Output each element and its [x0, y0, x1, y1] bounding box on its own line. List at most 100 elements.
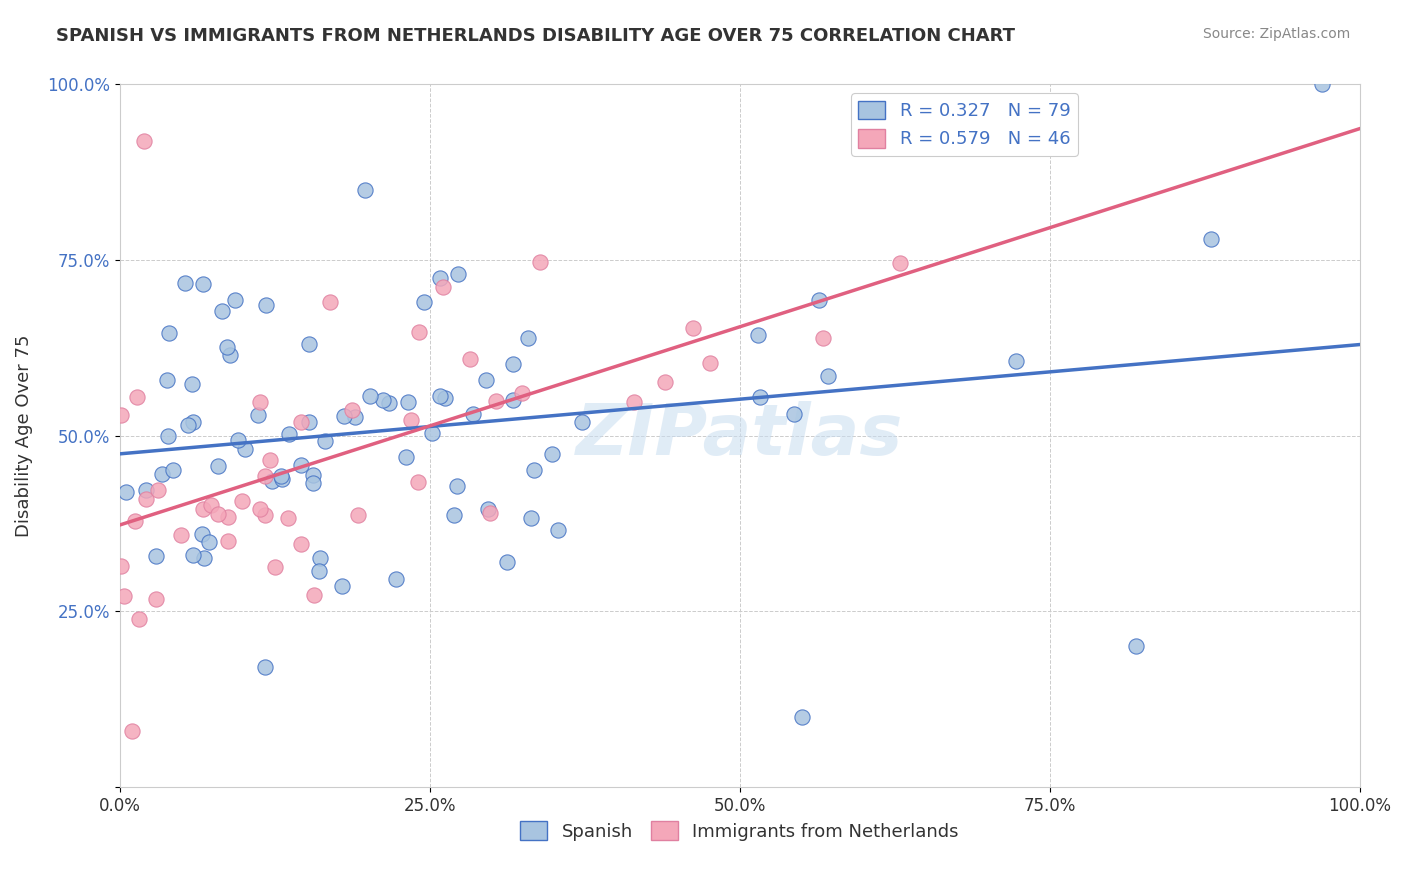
Point	[434, 391, 457, 405]
Point	[783, 408, 806, 422]
Point	[1005, 353, 1028, 368]
Point	[183, 548, 205, 562]
Point	[264, 559, 287, 574]
Point	[520, 511, 543, 525]
Point	[359, 389, 381, 403]
Point	[290, 458, 312, 472]
Point	[277, 511, 299, 525]
Point	[290, 415, 312, 429]
Point	[475, 373, 498, 387]
Point	[145, 549, 167, 563]
Point	[429, 271, 451, 285]
Point	[747, 327, 769, 342]
Point	[180, 376, 202, 391]
Point	[247, 408, 270, 422]
Point	[523, 463, 546, 477]
Point	[502, 357, 524, 371]
Point	[889, 256, 911, 270]
Point	[215, 340, 238, 354]
Point	[231, 494, 253, 508]
Point	[157, 428, 180, 442]
Point	[198, 535, 221, 549]
Point	[478, 507, 501, 521]
Point	[446, 478, 468, 492]
Point	[385, 572, 408, 586]
Point	[811, 331, 834, 345]
Point	[817, 368, 839, 383]
Point	[399, 413, 422, 427]
Point	[571, 415, 593, 429]
Point	[333, 409, 356, 424]
Point	[156, 373, 179, 387]
Point	[529, 255, 551, 269]
Point	[463, 407, 485, 421]
Point	[145, 592, 167, 607]
Point	[181, 415, 204, 429]
Point	[749, 391, 772, 405]
Point	[174, 276, 197, 290]
Point	[517, 330, 540, 344]
Point	[458, 351, 481, 366]
Point	[330, 579, 353, 593]
Point	[446, 267, 468, 281]
Point	[193, 551, 215, 566]
Point	[226, 433, 249, 447]
Point	[135, 483, 157, 497]
Point	[177, 418, 200, 433]
Point	[260, 474, 283, 488]
Point	[157, 326, 180, 340]
Point	[541, 446, 564, 460]
Point	[302, 467, 325, 482]
Point	[378, 396, 401, 410]
Point	[110, 409, 132, 423]
Point	[211, 304, 233, 318]
Point	[319, 295, 342, 310]
Point	[218, 349, 240, 363]
Point	[270, 468, 292, 483]
Point	[125, 390, 148, 404]
Point	[150, 467, 173, 482]
Point	[432, 280, 454, 294]
Point	[654, 376, 676, 390]
Point	[169, 527, 191, 541]
Point	[249, 395, 271, 409]
Point	[314, 434, 336, 449]
Point	[1310, 78, 1333, 92]
Point	[699, 357, 721, 371]
Point	[254, 508, 277, 523]
Point	[682, 321, 704, 335]
Text: ZIPatlas: ZIPatlas	[576, 401, 903, 470]
Point	[270, 472, 292, 486]
Y-axis label: Disability Age Over 75: Disability Age Over 75	[15, 334, 32, 537]
Point	[371, 392, 394, 407]
Point	[254, 298, 277, 312]
Point	[277, 426, 299, 441]
Point	[422, 426, 444, 441]
Point	[200, 498, 222, 512]
Point	[135, 492, 157, 507]
Point	[249, 502, 271, 516]
Point	[790, 709, 813, 723]
Legend: R = 0.327   N = 79, R = 0.579   N = 46: R = 0.327 N = 79, R = 0.579 N = 46	[851, 94, 1077, 155]
Point	[207, 459, 229, 474]
Point	[495, 555, 517, 569]
Point	[224, 293, 246, 308]
Point	[443, 508, 465, 523]
Point	[191, 277, 214, 291]
Point	[207, 507, 229, 521]
Point	[396, 395, 419, 409]
Point	[547, 523, 569, 537]
Point	[191, 527, 214, 541]
Point	[302, 475, 325, 490]
Point	[162, 462, 184, 476]
Point	[623, 394, 645, 409]
Point	[134, 134, 156, 148]
Point	[121, 723, 143, 738]
Point	[298, 337, 321, 351]
Point	[1125, 640, 1147, 654]
Point	[290, 537, 312, 551]
Point	[406, 475, 429, 489]
Point	[808, 293, 831, 308]
Point	[477, 502, 499, 516]
Text: Source: ZipAtlas.com: Source: ZipAtlas.com	[1202, 27, 1350, 41]
